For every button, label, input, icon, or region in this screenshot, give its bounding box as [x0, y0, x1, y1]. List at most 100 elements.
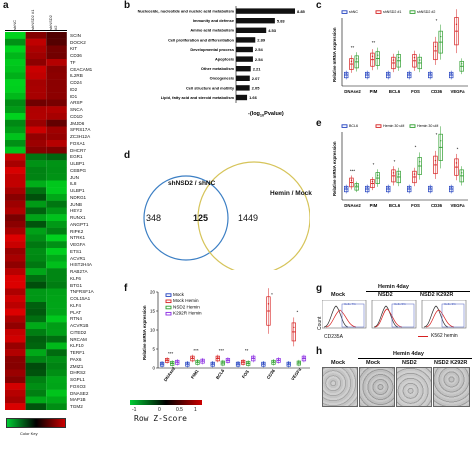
- significance-marker: **: [245, 348, 249, 353]
- data-point: [161, 362, 163, 364]
- significance-marker: *: [394, 159, 396, 164]
- gene-label: SGPL1: [70, 377, 85, 383]
- category-label: PIM: [370, 203, 378, 208]
- data-point: [212, 362, 214, 364]
- data-point: [345, 72, 347, 75]
- panel-label-d: d: [124, 150, 131, 161]
- heatmap-cell: [5, 52, 26, 60]
- data-point: [166, 358, 168, 361]
- box: [412, 170, 417, 184]
- box: [407, 185, 412, 193]
- heatmap-cell: [5, 65, 26, 73]
- heatmap-cell: [5, 383, 26, 390]
- flow-histograms: [322, 300, 467, 329]
- gene-label: FOXO3: [70, 383, 86, 389]
- zscore-tick: 1: [194, 407, 197, 413]
- data-point: [434, 159, 437, 162]
- heatmap-cell: [46, 281, 67, 289]
- legend-swatch: [409, 124, 416, 128]
- category-label: PIM: [370, 89, 378, 94]
- heatmap-cell: [5, 342, 26, 350]
- gene-label: KLF6: [70, 275, 81, 281]
- heatmap-column-label: shNC: [12, 19, 17, 30]
- heatmap-cell: [25, 173, 47, 181]
- heatmap-cell: [5, 92, 26, 100]
- gene-label: RAB27A: [70, 269, 88, 275]
- box: [438, 133, 443, 161]
- flow-group-line: [366, 291, 470, 292]
- data-point: [201, 359, 204, 361]
- heatmap-cell: [25, 403, 47, 410]
- heatmap-cell: [46, 322, 67, 330]
- significance-marker: *: [296, 310, 298, 315]
- heatmap-cell: [46, 72, 67, 80]
- heatmap-cell: [5, 32, 26, 39]
- heatmap-cell: [5, 160, 26, 168]
- significance-marker: *: [436, 132, 438, 137]
- heatmap-cell: [5, 268, 26, 276]
- heatmap-cell: [25, 295, 47, 303]
- heatmap-cell: [25, 329, 47, 336]
- data-point: [345, 186, 347, 189]
- heatmap-cell: [5, 356, 26, 363]
- gene-label: RIPK2: [70, 228, 84, 234]
- gene-label: PAX6: [70, 356, 82, 362]
- panel-label-e: e: [316, 118, 322, 129]
- gene-label: DNASE2: [70, 390, 89, 396]
- legend-swatch: [165, 293, 172, 297]
- heatmap-cell: [25, 281, 47, 289]
- data-point: [222, 361, 224, 363]
- gene-label: ID1: [70, 93, 78, 99]
- heatmap-cell: [5, 315, 26, 323]
- heatmap-cell: [25, 45, 47, 53]
- heatmap-column-label: shNSD2 #1: [30, 9, 35, 30]
- flow-column-label: NSD2: [378, 292, 393, 298]
- box: [354, 55, 359, 69]
- significance-marker: **: [351, 45, 355, 50]
- data-point: [419, 161, 421, 163]
- heatmap-cell: [46, 389, 67, 397]
- heatmap-cell: [5, 281, 26, 289]
- heatmap-cell: [46, 369, 67, 377]
- box: [438, 30, 443, 54]
- heatmap-cell: [25, 180, 47, 188]
- heatmap-cell: [25, 322, 47, 330]
- heatmap-cell: [46, 140, 67, 147]
- gene-label: DHRS2: [70, 370, 86, 376]
- panel-label-c: c: [316, 0, 322, 11]
- panel-label-g: g: [316, 283, 323, 294]
- legend-label: Hemin 30 uM: [417, 124, 438, 128]
- microscopy-image-mock: [322, 367, 358, 407]
- heatmap-cell: [46, 194, 67, 201]
- heatmap-cell: [5, 173, 26, 181]
- heatmap-column-header: shNC shNSD2 #1 shNSD2 #2: [8, 8, 66, 32]
- heatmap-cell: [25, 59, 47, 66]
- color-key-gradient: [6, 418, 66, 428]
- data-point: [408, 72, 410, 75]
- box: [428, 185, 433, 193]
- legend-label: shNC: [349, 10, 358, 14]
- heatmap-cell: [46, 52, 67, 60]
- category-label: CD36: [266, 368, 277, 380]
- gene-label: TGM2: [70, 404, 83, 410]
- data-point: [288, 362, 290, 364]
- data-point: [461, 63, 463, 65]
- heatmap-cell: [25, 72, 47, 80]
- box: [354, 183, 359, 191]
- heatmap-cell: [25, 119, 47, 127]
- heatmap-cell: [25, 194, 47, 201]
- go-bar-value: 5.83: [277, 18, 286, 23]
- data-point: [350, 60, 353, 63]
- gene-label: EGR1: [70, 154, 83, 160]
- go-bar-value: 2.07: [252, 76, 261, 81]
- category-label: CD36: [431, 203, 443, 208]
- box: [386, 185, 391, 193]
- data-point: [440, 35, 442, 38]
- heatmap-cell: [46, 99, 67, 107]
- gene-label: SFRS17A: [70, 127, 91, 133]
- data-point: [387, 186, 389, 189]
- heatmap-cell: [25, 383, 47, 390]
- heatmap-cell: [25, 65, 47, 73]
- flow-column-label: NSD2 K292R: [420, 292, 454, 298]
